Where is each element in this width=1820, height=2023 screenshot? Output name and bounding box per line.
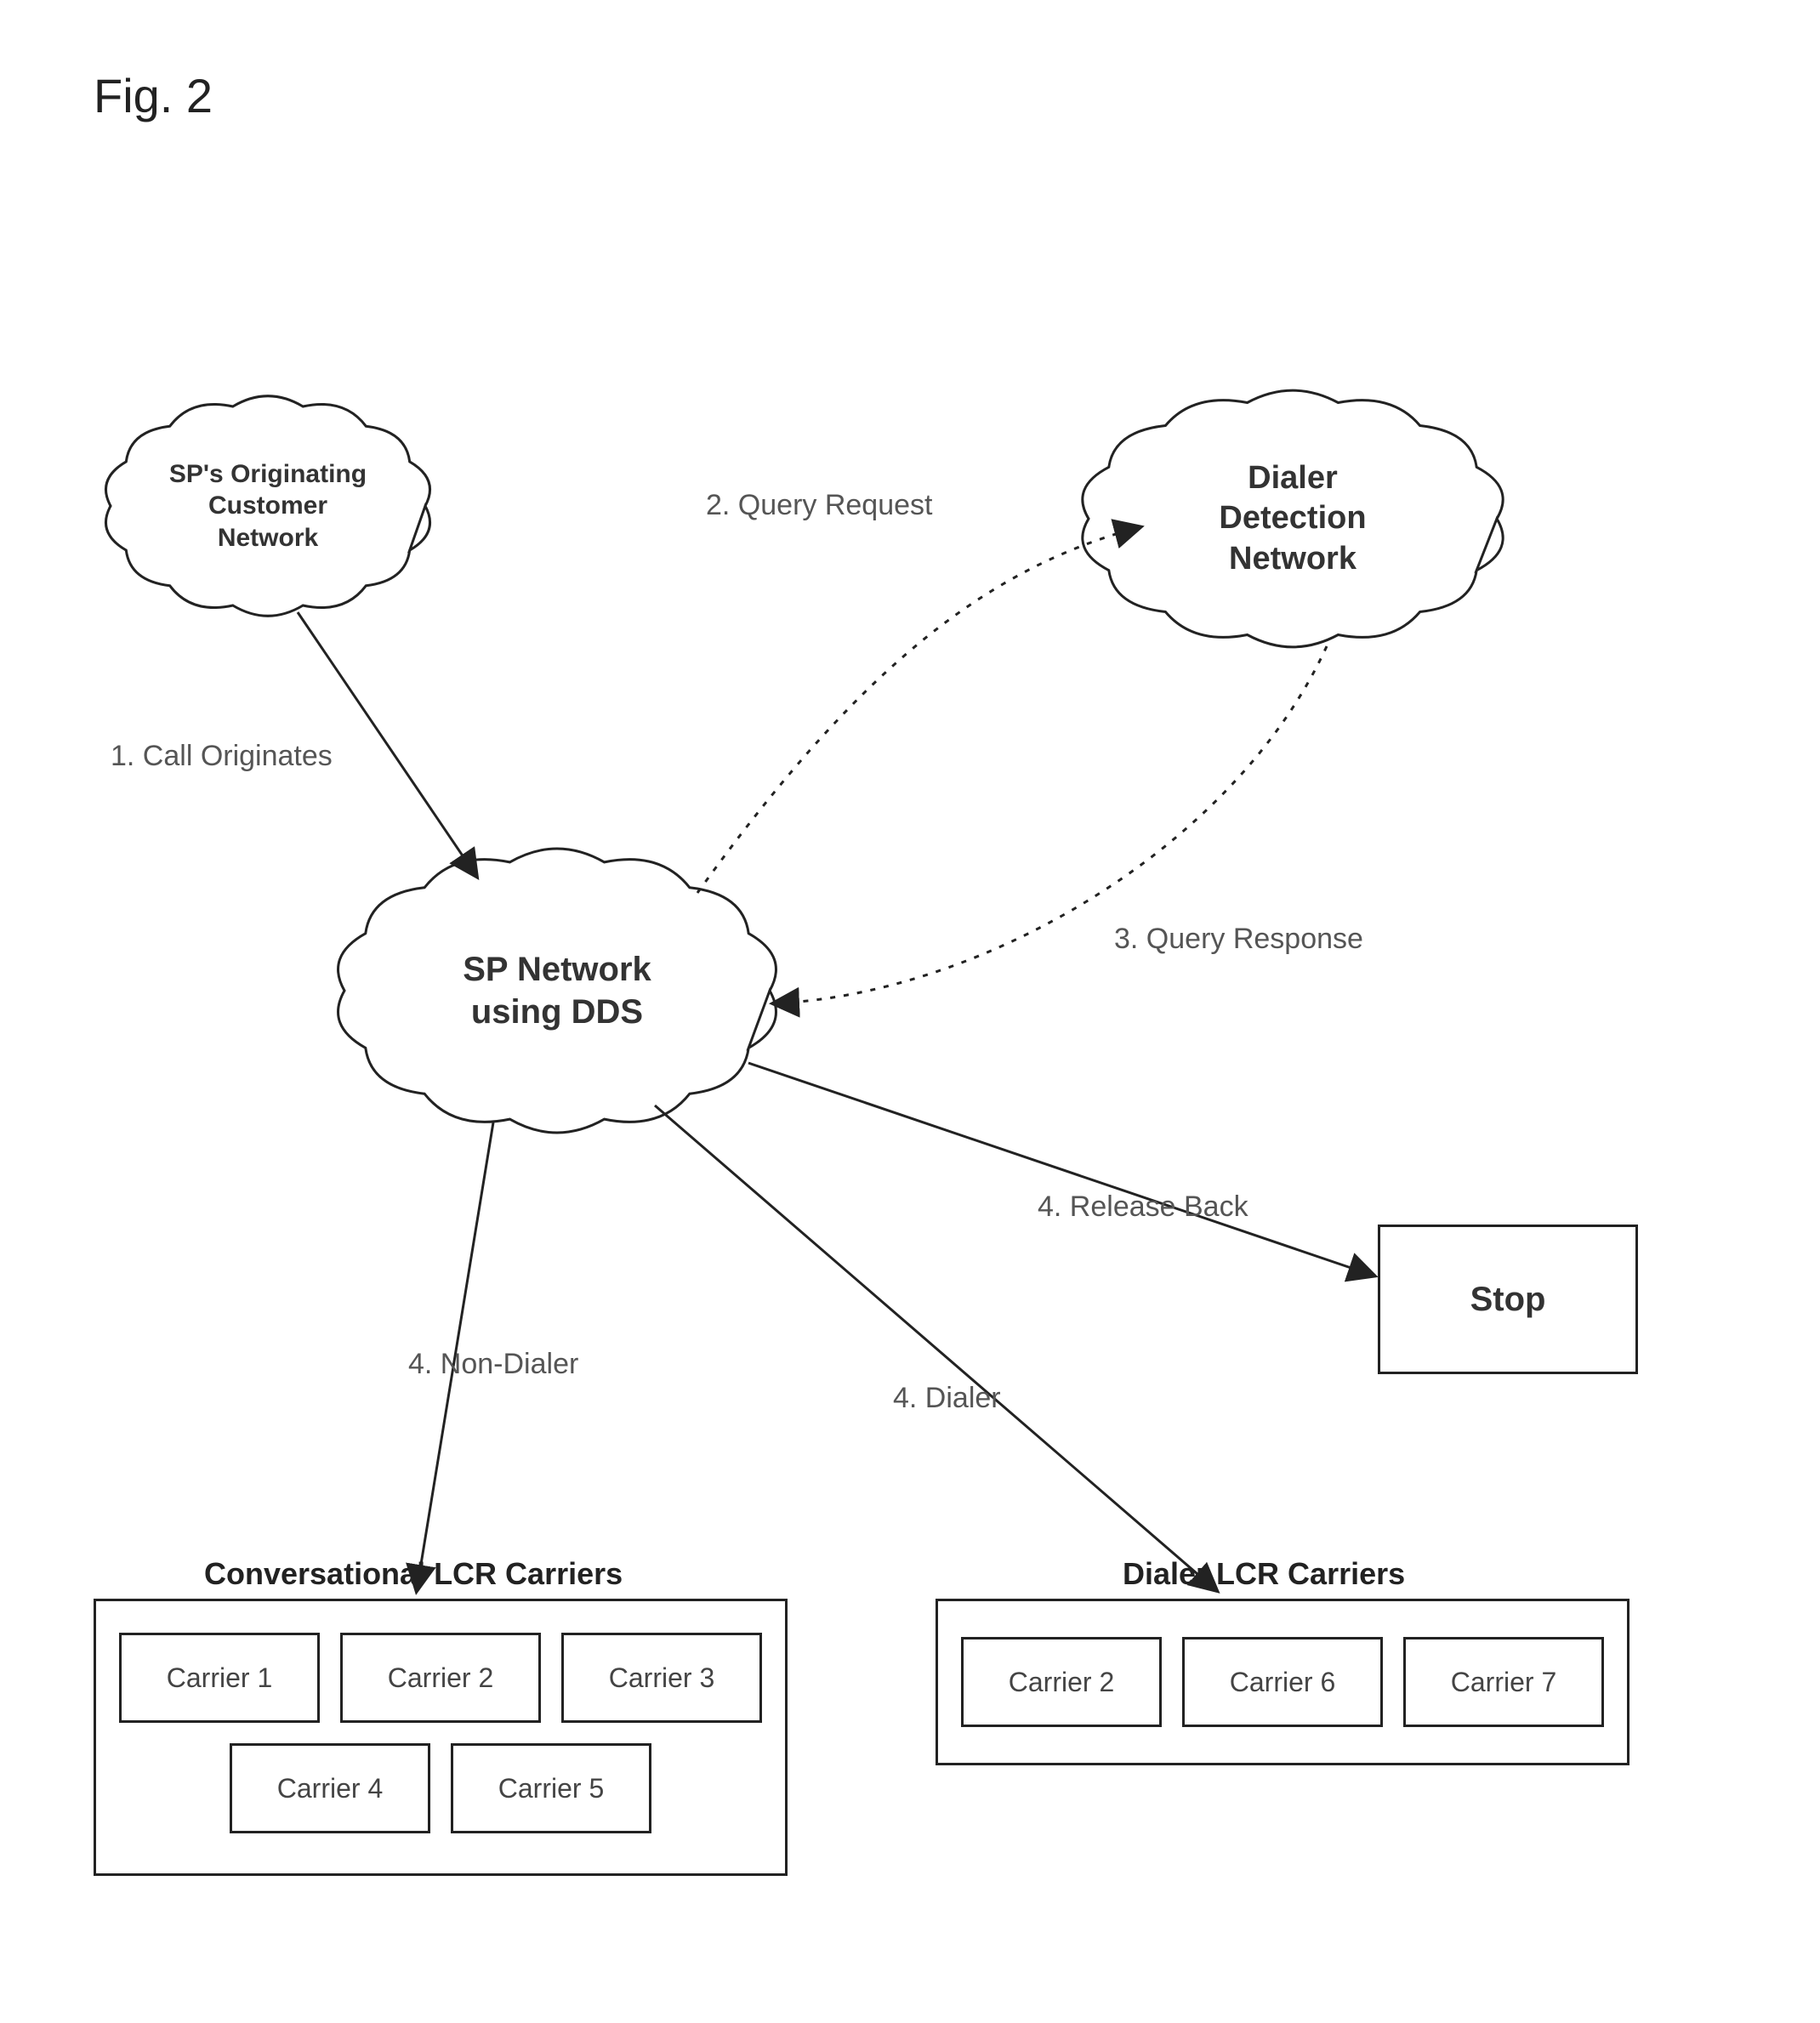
edge-e4b: [655, 1105, 1216, 1590]
conv-carrier-3: Carrier 3: [561, 1633, 762, 1723]
conv-carrier-2: Carrier 2: [340, 1633, 541, 1723]
dialer-carrier-1: Carrier 2: [961, 1637, 1162, 1727]
stop-label: Stop: [1470, 1281, 1546, 1319]
conv-carrier-4: Carrier 4: [230, 1743, 430, 1833]
edge-label-e3: 3. Query Response: [1114, 923, 1363, 956]
edge-label-e4c: 4. Release Back: [1038, 1191, 1248, 1224]
conversational-group-title: Conversational LCR Carriers: [204, 1556, 623, 1592]
figure-title: Fig. 2: [94, 68, 213, 123]
edge-e2: [697, 527, 1140, 893]
dialer-carrier-2: Carrier 6: [1182, 1637, 1383, 1727]
dialer-group-title: Dialer LCR Carriers: [1123, 1556, 1405, 1592]
ddn-cloud-label: Dialer Detection Network: [1089, 400, 1497, 638]
conv-carrier-1: Carrier 1: [119, 1633, 320, 1723]
edge-label-e1: 1. Call Originates: [111, 740, 333, 773]
edge-e4c: [748, 1063, 1374, 1276]
stop-box: Stop: [1378, 1225, 1638, 1374]
dialer-carrier-3: Carrier 7: [1403, 1637, 1604, 1727]
sp-cloud-label: SP Network using DDS: [344, 859, 770, 1122]
orig-cloud-label: SP's Originating Customer Network: [111, 404, 425, 608]
conv-carrier-5: Carrier 5: [451, 1743, 651, 1833]
edge-label-e2: 2. Query Request: [706, 489, 932, 522]
diagram-page: Fig. 2 SP's Originating Customer Network…: [0, 0, 1820, 2023]
edge-label-e4b: 4. Dialer: [893, 1382, 1001, 1415]
edge-label-e4a: 4. Non-Dialer: [408, 1348, 578, 1381]
